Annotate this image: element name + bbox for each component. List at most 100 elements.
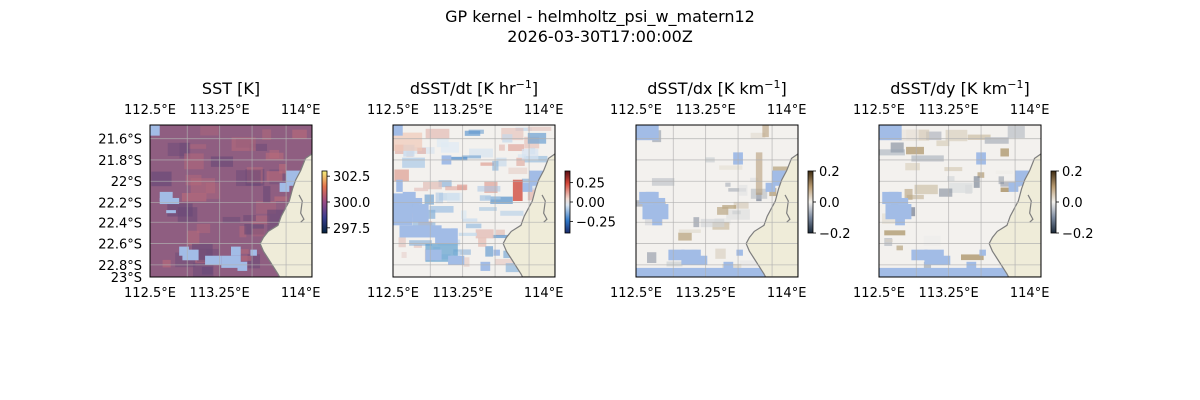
- ocean-mask: [205, 255, 222, 265]
- field-cell: [936, 140, 950, 147]
- colorbar-tick-label: 0.00: [576, 196, 605, 211]
- lon-label-bottom: 113.25°E: [676, 286, 736, 301]
- lon-label-bottom: 112.5°E: [367, 286, 419, 301]
- field-cell: [402, 157, 425, 168]
- field-cell: [463, 257, 470, 267]
- panel-frame: [149, 124, 313, 278]
- sst-cell: [186, 144, 207, 149]
- field-cell: [409, 240, 432, 246]
- lon-label-bottom: 113.25°E: [919, 286, 979, 301]
- ocean-mask: [237, 261, 248, 271]
- field-cell: [468, 148, 493, 158]
- field-cell: [739, 260, 762, 267]
- sst-cell: [190, 178, 216, 194]
- panel-title-end: ]: [1023, 79, 1029, 98]
- sst-cell: [162, 259, 171, 268]
- field-cell: [413, 244, 422, 248]
- panel-title-main: dSST/dy [K km: [890, 79, 1007, 98]
- panels: SST [K] 112.5°E 112.5°E 113.25°E 113.25°E 114…: [98, 78, 1093, 301]
- field-cell: [906, 146, 924, 155]
- field-cell: [947, 176, 955, 182]
- field-cell: [496, 157, 507, 167]
- field-cell: [480, 162, 494, 166]
- sst-cell: [251, 215, 270, 225]
- lon-label-top: 113.25°E: [919, 103, 979, 118]
- lat-label: 22°S: [111, 175, 142, 190]
- coastline-detail: [1027, 194, 1034, 223]
- lon-label-bottom: 112.5°E: [124, 286, 176, 301]
- field-cell: [453, 249, 471, 255]
- panel-title: dSST/dx [K km−1]: [647, 78, 786, 98]
- ocean-mask: [668, 249, 685, 261]
- field-cell: [424, 194, 434, 205]
- colorbar-tick-label: 0.2: [819, 165, 840, 180]
- sst-cell: [249, 143, 268, 151]
- field-cell: [967, 134, 991, 140]
- field-cell: [425, 128, 450, 139]
- field-cell: [494, 258, 515, 265]
- coastline-detail: [298, 194, 305, 223]
- ocean-mask: [636, 267, 766, 277]
- field-cell: [508, 144, 525, 152]
- ocean-mask: [448, 255, 465, 265]
- sst-cell: [243, 215, 256, 222]
- ocean-mask: [150, 125, 160, 136]
- field-cell: [468, 129, 484, 134]
- ocean-mask: [979, 249, 986, 256]
- colorbar-tick-label: 0.2: [1062, 165, 1083, 180]
- ocean-mask: [652, 216, 662, 226]
- sst-cell: [192, 262, 214, 277]
- ocean-mask: [642, 204, 669, 220]
- field-cell: [750, 132, 766, 139]
- field-cell: [666, 261, 683, 267]
- field-cell: [904, 188, 913, 200]
- lon-label-bottom: 113.25°E: [433, 286, 493, 301]
- field-cell: [394, 169, 409, 182]
- ocean-mask: [636, 125, 659, 141]
- sst-cell: [279, 163, 287, 174]
- lon-label-top: 113.25°E: [676, 103, 736, 118]
- panel-content: [393, 125, 555, 277]
- field-cell: [885, 239, 893, 243]
- field-cell: [521, 148, 539, 161]
- sst-cell: [246, 167, 263, 184]
- lon-label-top: 112.5°E: [367, 103, 419, 118]
- field-cell: [725, 182, 731, 187]
- field-cell: [884, 230, 906, 236]
- warm-patch: [393, 132, 423, 151]
- field-cell: [429, 206, 454, 213]
- field-cell: [423, 209, 436, 219]
- ocean-mask: [231, 246, 241, 256]
- field-cell: [479, 207, 497, 211]
- lon-label-top: 112.5°E: [853, 103, 905, 118]
- field-cell: [490, 196, 513, 204]
- colorbar: [564, 170, 571, 234]
- lon-label-top: 114°E: [767, 103, 807, 118]
- ocean-mask: [425, 249, 442, 261]
- panel-title-exponent: −1: [516, 78, 532, 91]
- field-cell: [717, 207, 729, 215]
- ocean-mask: [493, 249, 500, 256]
- ocean-mask: [639, 191, 656, 205]
- field-cell: [939, 188, 953, 197]
- sst-cell: [263, 186, 271, 203]
- field-cell: [719, 165, 743, 170]
- panel-content: [636, 125, 798, 277]
- panel-title-main: dSST/dt [K hr: [410, 79, 516, 98]
- panel-title-exponent: −1: [1007, 78, 1023, 91]
- panel-title-main: dSST/dx [K km: [647, 79, 764, 98]
- panel-frame: [635, 124, 799, 278]
- sst-cell: [151, 171, 172, 187]
- field-cell: [423, 181, 442, 190]
- lon-label-top: 114°E: [524, 103, 564, 118]
- colorbar-tick-label: 300.0: [333, 196, 370, 211]
- panel-title-end: ]: [532, 79, 538, 98]
- field-cell: [945, 129, 968, 142]
- field-cell: [896, 245, 903, 251]
- lon-label-bottom: 112.5°E: [853, 286, 905, 301]
- field-cell: [678, 232, 692, 241]
- sst-cell: [205, 182, 221, 199]
- field-cell: [750, 177, 759, 182]
- field-cell: [1000, 187, 1010, 192]
- warm-anomaly: [512, 179, 523, 201]
